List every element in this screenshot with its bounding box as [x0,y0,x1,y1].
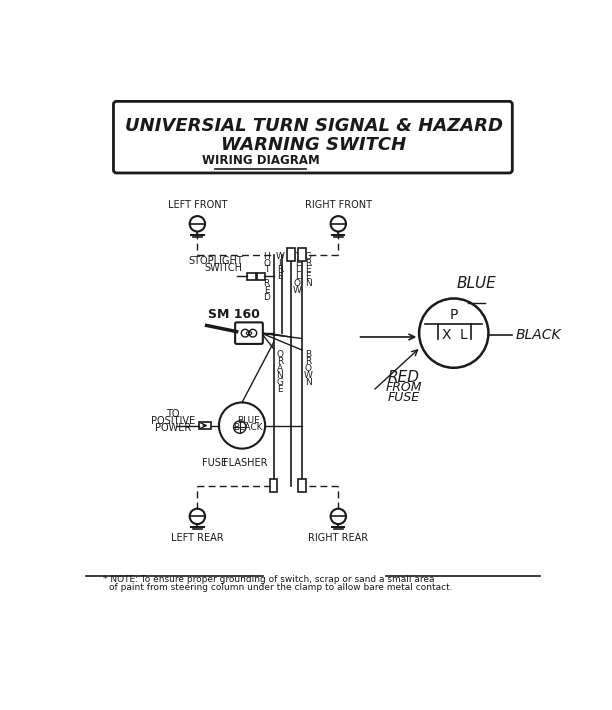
Text: Y: Y [295,251,300,261]
Bar [298,248,306,261]
Text: UNIVERSIAL TURN SIGNAL & HAZARD: UNIVERSIAL TURN SIGNAL & HAZARD [125,117,502,135]
Text: * NOTE: To ensure proper grounding of switch, scrap or sand a small area: * NOTE: To ensure proper grounding of sw… [103,575,434,584]
Text: FUSE: FUSE [202,458,227,468]
Bar [288,248,295,261]
Text: T: T [264,266,269,275]
Text: RIGHT FRONT: RIGHT FRONT [305,200,371,210]
Text: E: E [305,273,311,281]
Text: RIGHT REAR: RIGHT REAR [308,533,368,543]
Text: N: N [305,279,312,288]
Text: B: B [305,350,312,359]
Text: LEFT FRONT: LEFT FRONT [168,200,227,210]
Text: N: N [277,371,283,380]
Text: R: R [277,357,283,366]
Bar [256,273,265,280]
Text: N: N [305,378,312,387]
Text: E: E [277,385,283,394]
Text: O: O [305,364,312,373]
Text: X: X [441,329,451,342]
FancyBboxPatch shape [235,322,263,344]
Text: STOPLIGHT: STOPLIGHT [188,256,243,266]
Text: W: W [293,286,302,295]
Bar [247,273,256,280]
Text: R: R [305,258,312,268]
Bar [270,479,277,492]
Text: FLASHER: FLASHER [223,458,267,468]
Text: POSITIVE: POSITIVE [151,416,195,426]
Text: L: L [295,266,300,275]
Text: BLUE: BLUE [457,275,497,290]
Text: G: G [276,378,283,387]
Text: SWITCH: SWITCH [205,263,243,273]
Text: W: W [304,371,313,380]
Text: R: R [277,266,283,275]
Text: LEFT REAR: LEFT REAR [171,533,224,543]
Text: H: H [263,251,270,261]
FancyBboxPatch shape [113,102,512,173]
Text: O: O [276,350,283,359]
Text: FROM: FROM [386,381,422,394]
Text: of paint from steering column under the clamp to allow bare metal contact.: of paint from steering column under the … [109,583,452,592]
Text: TO: TO [166,409,179,419]
Text: G: G [305,251,312,261]
Text: RED: RED [388,371,420,386]
Text: O: O [263,258,270,268]
Text: POWER: POWER [155,423,191,433]
Text: I: I [278,258,281,268]
Text: WIRING DIAGRAM: WIRING DIAGRAM [201,154,319,167]
Bar [199,422,211,430]
Text: D: D [263,293,270,302]
Text: E: E [305,266,311,275]
Text: R: R [305,357,312,366]
Text: L: L [459,329,467,342]
Text: FUSE: FUSE [387,391,420,403]
Text: W: W [275,251,284,261]
Text: E: E [264,286,269,295]
Text: R: R [264,279,270,288]
Text: E: E [294,258,300,268]
Text: P: P [450,307,458,322]
Text: L: L [295,273,300,281]
Text: E: E [277,273,283,281]
Text: BLACK: BLACK [233,423,263,432]
Text: BLACK: BLACK [515,329,561,342]
Text: A: A [277,364,283,373]
Text: WARNING SWITCH: WARNING SWITCH [221,136,406,154]
Text: BLUE: BLUE [237,415,259,425]
Text: O: O [294,279,301,288]
Bar [298,479,306,492]
Text: SM 160: SM 160 [207,308,259,321]
